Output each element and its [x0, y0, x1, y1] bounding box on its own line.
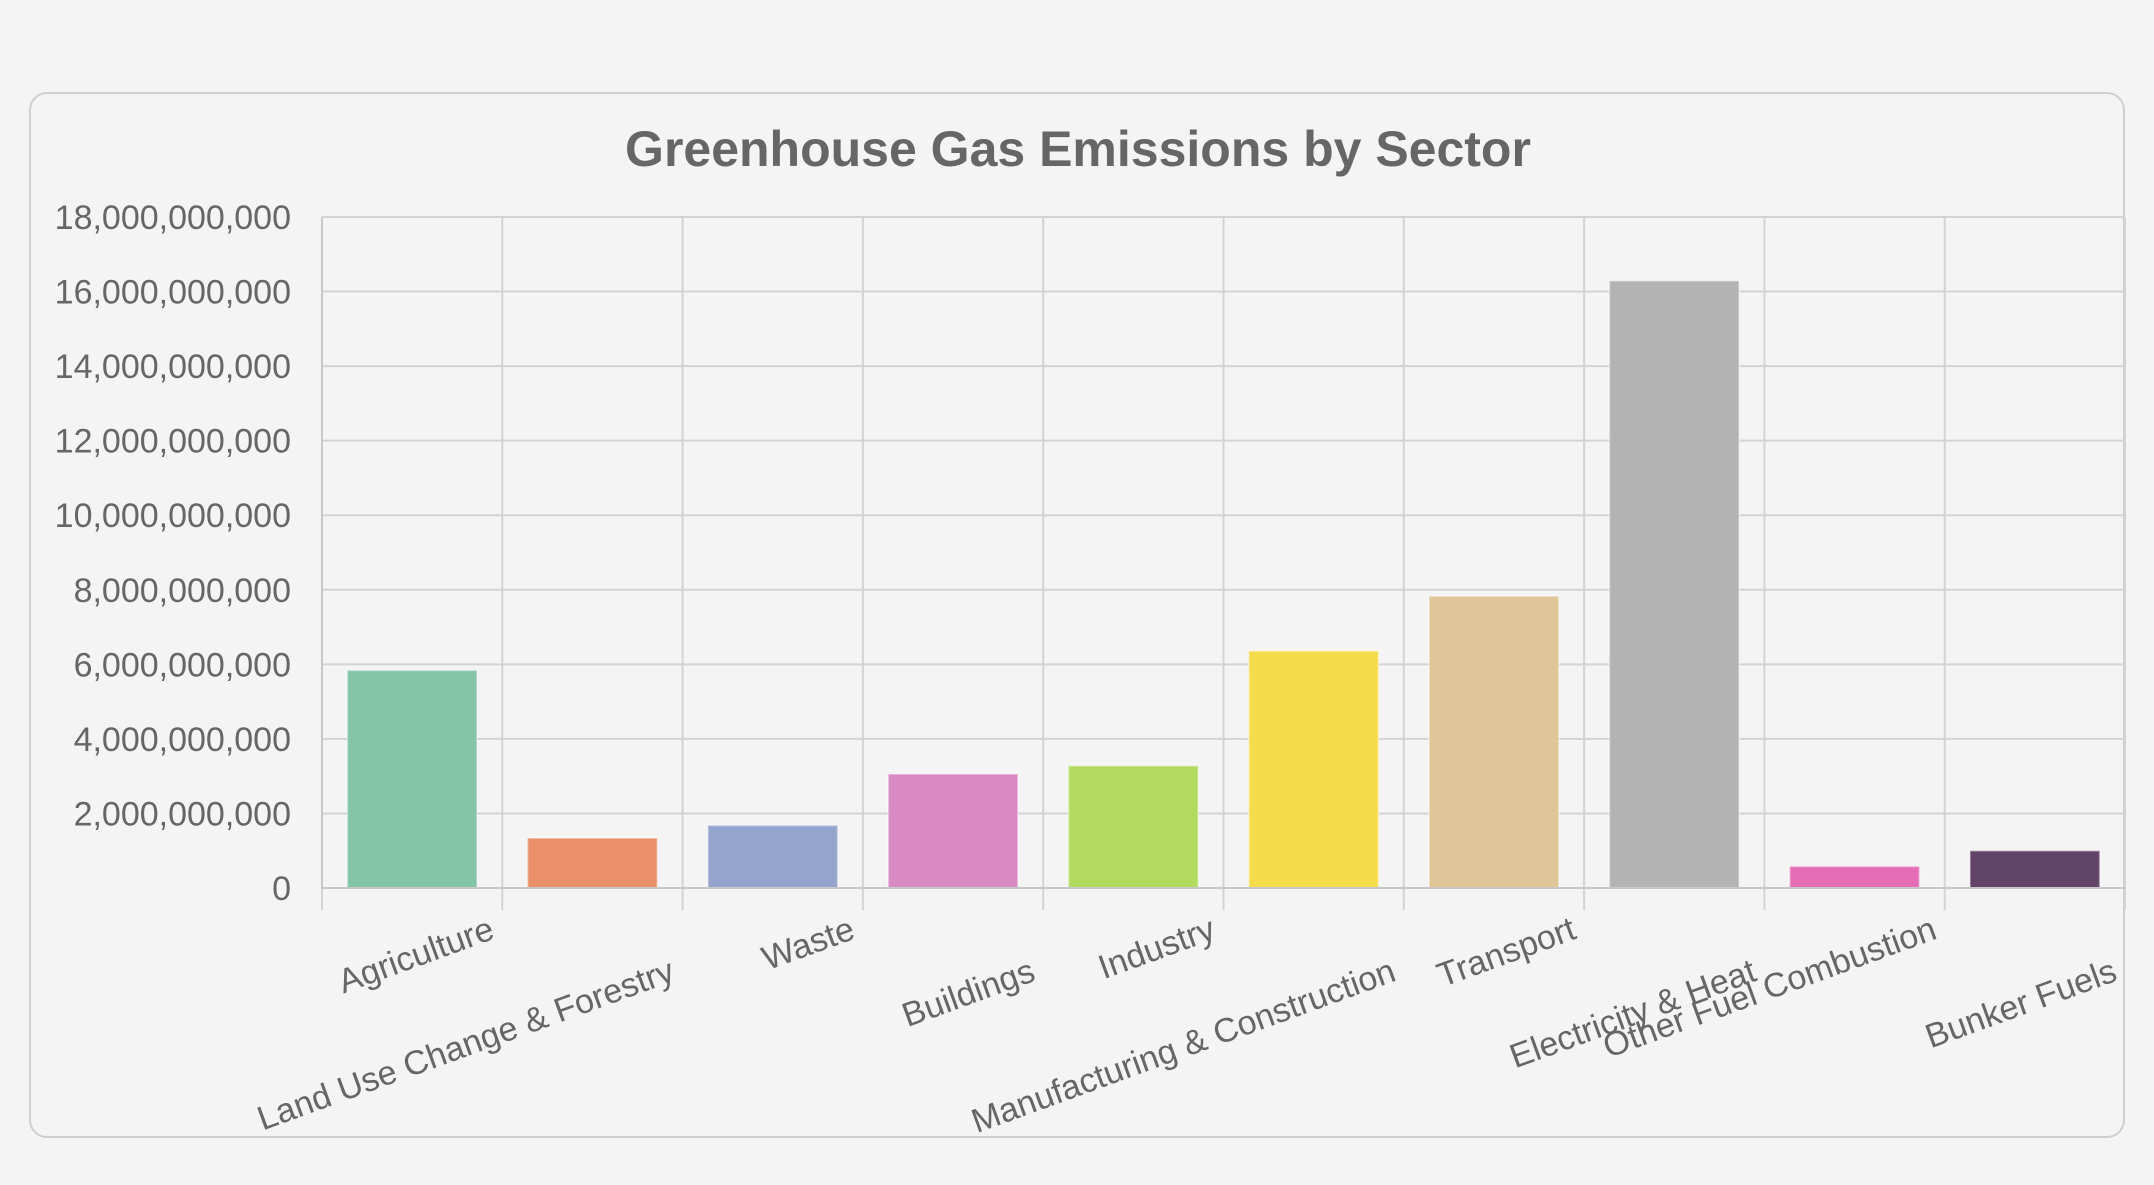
y-axis-tick-labels: 0 2,000,000,000 4,000,000,000 6,000,000,000…: [55, 199, 291, 908]
y-tick-label: 2,000,000,000: [74, 795, 291, 833]
bars: [346, 279, 2101, 890]
y-tick-label: 6,000,000,000: [74, 646, 291, 684]
bar[interactable]: [887, 772, 1019, 889]
y-tick-label: 12,000,000,000: [55, 423, 291, 461]
bar[interactable]: [526, 837, 659, 890]
bar[interactable]: [1608, 279, 1741, 889]
y-tick-label: 14,000,000,000: [55, 348, 291, 386]
chart-card: [29, 92, 2125, 1138]
chart-title: Greenhouse Gas Emissions by Sector: [625, 121, 1531, 177]
bar[interactable]: [346, 669, 479, 890]
y-tick-label: 10,000,000,000: [55, 497, 291, 535]
x-tick-label: Land Use Change & Forestry: [252, 952, 679, 1138]
x-tick-label: Waste: [757, 910, 859, 978]
x-tick-label: Bunker Fuels: [1920, 952, 2121, 1056]
bar[interactable]: [1428, 595, 1560, 889]
x-tick-label: Buildings: [897, 952, 1040, 1035]
y-tick-label: 16,000,000,000: [55, 274, 291, 312]
x-tick-label: Industry: [1093, 910, 1220, 987]
bar[interactable]: [1968, 849, 2101, 890]
grid-lines: [321, 216, 2126, 910]
y-tick-label: 18,000,000,000: [55, 199, 291, 237]
y-tick-label: 0: [272, 870, 291, 908]
y-tick-label: 4,000,000,000: [74, 721, 291, 759]
x-tick-label: Transport: [1432, 910, 1581, 995]
x-tick-label: Agriculture: [333, 910, 499, 1001]
bar[interactable]: [1067, 764, 1200, 889]
axes: [321, 217, 2125, 889]
bar[interactable]: [1788, 865, 1921, 890]
bar[interactable]: [706, 824, 839, 890]
bar[interactable]: [1247, 649, 1380, 889]
y-tick-label: 8,000,000,000: [74, 572, 291, 610]
